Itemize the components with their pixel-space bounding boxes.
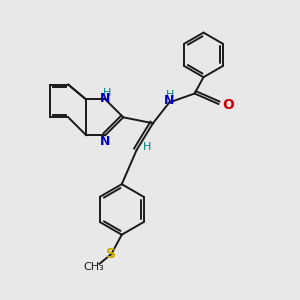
Text: N: N	[100, 92, 111, 105]
Text: O: O	[223, 98, 234, 112]
Text: H: H	[102, 88, 111, 98]
Text: N: N	[100, 135, 111, 148]
Text: S: S	[106, 247, 116, 261]
Text: CH₃: CH₃	[83, 262, 104, 272]
Text: H: H	[143, 142, 152, 152]
Text: N: N	[164, 94, 175, 107]
Text: H: H	[166, 90, 174, 100]
